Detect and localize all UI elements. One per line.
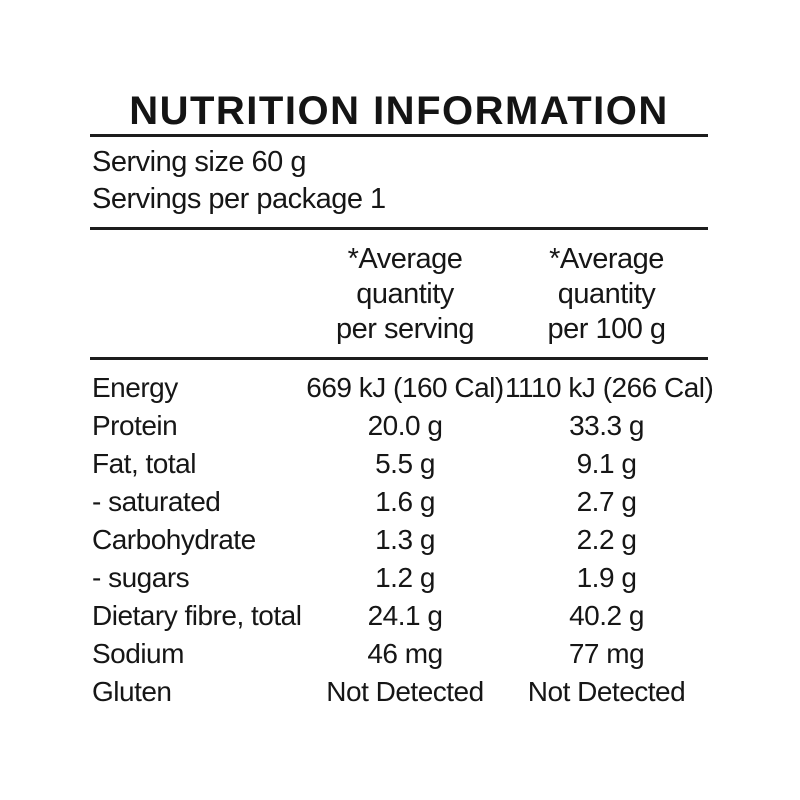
value-per-100g: 1110 kJ (266 Cal) xyxy=(505,372,714,403)
column-header-per-100g: *Average quantity per 100 g xyxy=(547,243,666,345)
value-per-100g: 9.1 g xyxy=(576,448,637,479)
value-per-serving: Not Detected xyxy=(326,676,484,707)
table-row-sugars: - sugars 1.2 g 1.9 g xyxy=(90,559,708,597)
table-row-dietary-fibre: Dietary fibre, total 24.1 g 40.2 g xyxy=(90,597,708,635)
table-row-saturated: - saturated 1.6 g 2.7 g xyxy=(90,483,708,521)
column-header-per-serving: *Average quantity per serving xyxy=(336,243,474,345)
value-per-serving: 20.0 g xyxy=(367,410,443,441)
value-per-100g: Not Detected xyxy=(527,676,686,707)
value-per-100g: 40.2 g xyxy=(569,600,644,631)
value-per-serving: 5.5 g xyxy=(375,448,435,479)
nutrient-label: Carbohydrate xyxy=(92,524,256,555)
nutrient-label: Energy xyxy=(92,372,178,403)
nutrient-label: Sodium xyxy=(92,638,184,669)
value-per-serving: 1.6 g xyxy=(375,486,435,517)
table-row-sodium: Sodium 46 mg 77 mg xyxy=(90,635,708,673)
nutrition-panel: NUTRITION INFORMATION Serving size 60 g … xyxy=(90,88,714,711)
nutrient-label: - saturated xyxy=(92,486,221,517)
value-per-serving: 24.1 g xyxy=(367,600,443,631)
panel-title: NUTRITION INFORMATION xyxy=(129,89,669,133)
nutrient-label: Gluten xyxy=(92,676,172,707)
value-per-serving: 46 mg xyxy=(367,638,443,669)
table-row-protein: Protein 20.0 g 33.3 g xyxy=(90,407,708,445)
divider-header xyxy=(90,357,708,360)
nutrient-rows: Energy 669 kJ (160 Cal) 1110 kJ (266 Cal… xyxy=(90,360,714,711)
serving-size-line: Serving size 60 g xyxy=(92,146,306,178)
divider-serving xyxy=(90,227,708,230)
table-row-energy: Energy 669 kJ (160 Cal) 1110 kJ (266 Cal… xyxy=(90,369,714,407)
value-per-100g: 77 mg xyxy=(568,638,645,669)
nutrient-label: Fat, total xyxy=(92,448,196,479)
table-row-carbohydrate: Carbohydrate 1.3 g 2.2 g xyxy=(90,521,708,559)
nutrient-label: - sugars xyxy=(92,562,190,593)
value-per-serving: 1.2 g xyxy=(375,562,435,593)
serving-info: Serving size 60 g Servings per package 1 xyxy=(90,137,708,227)
table-row-fat-total: Fat, total 5.5 g 9.1 g xyxy=(90,445,708,483)
divider-top xyxy=(90,134,708,137)
value-per-serving: 669 kJ (160 Cal) xyxy=(306,372,504,403)
column-header-row: *Average quantity per serving *Average q… xyxy=(90,230,708,357)
table-row-gluten: Gluten Not Detected Not Detected xyxy=(90,673,708,711)
nutrient-label: Dietary fibre, total xyxy=(92,600,302,631)
servings-per-package-line: Servings per package 1 xyxy=(92,183,386,215)
nutrient-label: Protein xyxy=(92,410,178,441)
value-per-100g: 2.2 g xyxy=(576,524,637,555)
value-per-100g: 2.7 g xyxy=(576,486,637,517)
value-per-100g: 33.3 g xyxy=(569,410,644,441)
value-per-100g: 1.9 g xyxy=(576,562,637,593)
value-per-serving: 1.3 g xyxy=(375,524,435,555)
